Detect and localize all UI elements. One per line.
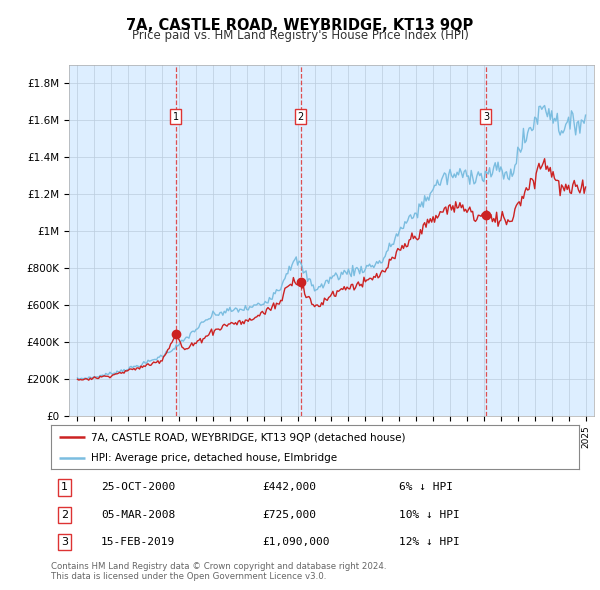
Text: 25-OCT-2000: 25-OCT-2000 (101, 483, 175, 493)
Text: 7A, CASTLE ROAD, WEYBRIDGE, KT13 9QP (detached house): 7A, CASTLE ROAD, WEYBRIDGE, KT13 9QP (de… (91, 432, 405, 442)
Text: £442,000: £442,000 (262, 483, 316, 493)
Text: 12% ↓ HPI: 12% ↓ HPI (400, 537, 460, 547)
Text: 2: 2 (298, 112, 304, 122)
Text: 3: 3 (483, 112, 489, 122)
Text: £1,090,000: £1,090,000 (262, 537, 330, 547)
Text: Price paid vs. HM Land Registry's House Price Index (HPI): Price paid vs. HM Land Registry's House … (131, 30, 469, 42)
Text: 1: 1 (173, 112, 179, 122)
Text: 05-MAR-2008: 05-MAR-2008 (101, 510, 175, 520)
Text: 1: 1 (61, 483, 68, 493)
Text: 15-FEB-2019: 15-FEB-2019 (101, 537, 175, 547)
Text: £725,000: £725,000 (262, 510, 316, 520)
Text: 7A, CASTLE ROAD, WEYBRIDGE, KT13 9QP: 7A, CASTLE ROAD, WEYBRIDGE, KT13 9QP (127, 18, 473, 32)
Text: 2: 2 (61, 510, 68, 520)
Text: 10% ↓ HPI: 10% ↓ HPI (400, 510, 460, 520)
Text: Contains HM Land Registry data © Crown copyright and database right 2024.: Contains HM Land Registry data © Crown c… (51, 562, 386, 571)
Text: This data is licensed under the Open Government Licence v3.0.: This data is licensed under the Open Gov… (51, 572, 326, 581)
Text: HPI: Average price, detached house, Elmbridge: HPI: Average price, detached house, Elmb… (91, 453, 337, 463)
Text: 6% ↓ HPI: 6% ↓ HPI (400, 483, 454, 493)
Text: 3: 3 (61, 537, 68, 547)
